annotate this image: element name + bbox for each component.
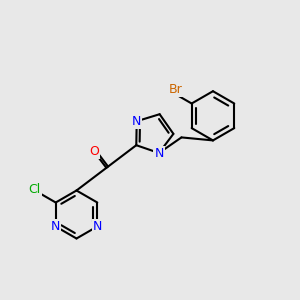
Text: N: N [132, 115, 141, 128]
Text: N: N [51, 220, 60, 233]
Text: O: O [89, 145, 99, 158]
Text: N: N [93, 220, 102, 233]
Text: Br: Br [169, 82, 182, 96]
Text: N: N [154, 146, 164, 160]
Text: Cl: Cl [28, 183, 41, 196]
